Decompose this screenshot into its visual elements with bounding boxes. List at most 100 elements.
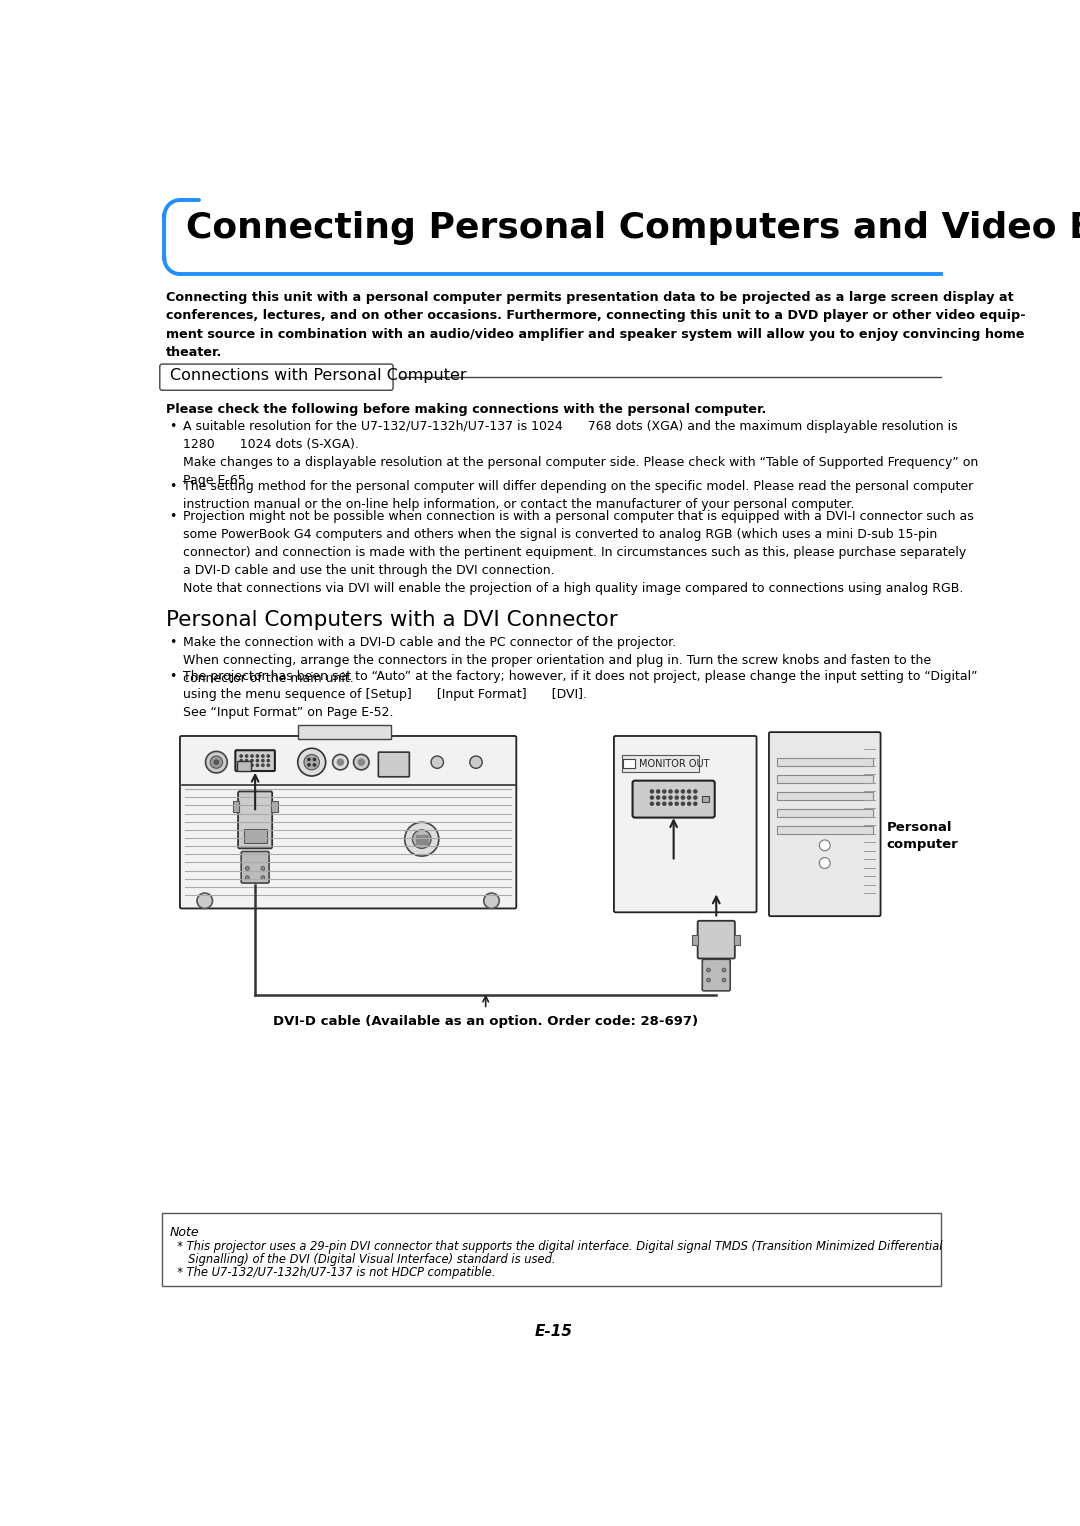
Circle shape: [205, 751, 227, 774]
Text: DVI-D cable (Available as an option. Order code: 28-697): DVI-D cable (Available as an option. Ord…: [273, 1015, 699, 1027]
Circle shape: [820, 858, 831, 868]
Circle shape: [688, 803, 691, 806]
Circle shape: [261, 867, 265, 870]
Circle shape: [245, 765, 247, 766]
Circle shape: [675, 797, 678, 800]
Circle shape: [313, 763, 315, 766]
Circle shape: [245, 867, 249, 870]
Circle shape: [706, 978, 711, 983]
Text: MONITOR OUT: MONITOR OUT: [638, 758, 710, 769]
Circle shape: [693, 790, 697, 794]
Circle shape: [675, 790, 678, 794]
Circle shape: [675, 803, 678, 806]
Circle shape: [723, 967, 726, 972]
Text: Connections with Personal Computer: Connections with Personal Computer: [170, 368, 467, 383]
Circle shape: [214, 760, 218, 765]
FancyBboxPatch shape: [702, 960, 730, 990]
Circle shape: [663, 797, 666, 800]
Circle shape: [303, 754, 320, 769]
Text: Connecting this unit with a personal computer permits presentation data to be pr: Connecting this unit with a personal com…: [166, 291, 1026, 360]
Text: * The U7-132/U7-132h/U7-137 is not HDCP compatible.: * The U7-132/U7-132h/U7-137 is not HDCP …: [170, 1265, 496, 1279]
Bar: [298, 725, 391, 739]
Circle shape: [240, 760, 242, 761]
Text: E-15: E-15: [535, 1325, 572, 1340]
Circle shape: [256, 755, 258, 757]
Circle shape: [256, 760, 258, 761]
Circle shape: [693, 803, 697, 806]
Circle shape: [681, 803, 685, 806]
Circle shape: [261, 755, 264, 757]
FancyBboxPatch shape: [698, 920, 734, 958]
Circle shape: [650, 797, 653, 800]
Text: Personal Computers with a DVI Connector: Personal Computers with a DVI Connector: [166, 610, 618, 630]
Bar: [777, 758, 873, 766]
Circle shape: [211, 755, 222, 768]
Circle shape: [251, 765, 253, 766]
Circle shape: [267, 755, 270, 757]
FancyBboxPatch shape: [180, 736, 516, 908]
Circle shape: [240, 755, 242, 757]
Circle shape: [245, 876, 249, 879]
Bar: [623, 758, 635, 768]
FancyBboxPatch shape: [160, 365, 393, 391]
Bar: [777, 809, 873, 816]
Circle shape: [251, 760, 253, 761]
Circle shape: [413, 830, 431, 848]
Text: A suitable resolution for the U7-132/U7-132h/U7-137 is 1024  768 dots (XGA) and : A suitable resolution for the U7-132/U7-…: [183, 420, 978, 487]
Circle shape: [353, 754, 369, 769]
Circle shape: [359, 758, 364, 765]
FancyBboxPatch shape: [633, 781, 715, 818]
FancyBboxPatch shape: [613, 736, 757, 913]
Circle shape: [484, 893, 499, 908]
Circle shape: [261, 760, 264, 761]
Circle shape: [688, 797, 691, 800]
Circle shape: [669, 790, 672, 794]
Circle shape: [681, 797, 685, 800]
Circle shape: [663, 790, 666, 794]
Circle shape: [693, 797, 697, 800]
Circle shape: [308, 763, 310, 766]
Circle shape: [650, 803, 653, 806]
Circle shape: [256, 765, 258, 766]
Bar: [416, 835, 428, 844]
Circle shape: [298, 748, 326, 777]
Text: Note: Note: [170, 1225, 200, 1239]
Circle shape: [657, 803, 660, 806]
Circle shape: [197, 893, 213, 908]
Text: The projector has been set to “Auto” at the factory; however, if it does not pro: The projector has been set to “Auto” at …: [183, 670, 977, 719]
Circle shape: [267, 760, 270, 761]
Bar: [692, 934, 699, 946]
FancyBboxPatch shape: [769, 732, 880, 916]
Text: •: •: [170, 670, 176, 682]
Text: Please check the following before making connections with the personal computer.: Please check the following before making…: [166, 403, 766, 417]
Text: Make the connection with a DVI-D cable and the PC connector of the projector.
Wh: Make the connection with a DVI-D cable a…: [183, 636, 931, 685]
Text: Projection might not be possible when connection is with a personal computer tha: Projection might not be possible when co…: [183, 510, 974, 595]
Circle shape: [308, 758, 310, 760]
Text: * This projector uses a 29-pin DVI connector that supports the digital interface: * This projector uses a 29-pin DVI conne…: [170, 1241, 943, 1253]
Circle shape: [669, 797, 672, 800]
Circle shape: [669, 803, 672, 806]
Circle shape: [706, 967, 711, 972]
Circle shape: [657, 790, 660, 794]
Circle shape: [431, 755, 444, 768]
Circle shape: [657, 797, 660, 800]
Circle shape: [663, 803, 666, 806]
Bar: [232, 801, 239, 812]
Circle shape: [245, 760, 247, 761]
Text: Signalling) of the DVI (Digital Visual Interface) standard is used.: Signalling) of the DVI (Digital Visual I…: [170, 1253, 555, 1267]
Bar: [243, 829, 267, 842]
Circle shape: [333, 754, 348, 769]
Text: Personal
computer: Personal computer: [887, 821, 959, 850]
Text: •: •: [170, 479, 176, 493]
Bar: [238, 760, 252, 772]
Text: The setting method for the personal computer will differ depending on the specif: The setting method for the personal comp…: [183, 479, 973, 511]
Circle shape: [245, 755, 247, 757]
Circle shape: [681, 790, 685, 794]
FancyBboxPatch shape: [241, 852, 269, 884]
Bar: [162, 1213, 941, 1286]
Bar: [777, 792, 873, 800]
Circle shape: [688, 790, 691, 794]
Text: •: •: [170, 636, 176, 649]
Text: Connecting Personal Computers and Video Equipment: Connecting Personal Computers and Video …: [186, 211, 1080, 244]
Circle shape: [313, 758, 315, 760]
